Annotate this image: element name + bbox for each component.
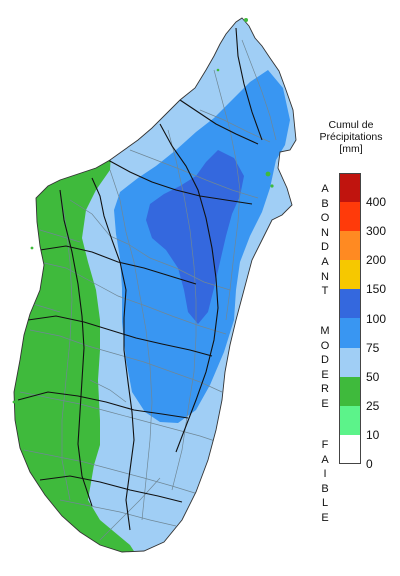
legend-tick-label: 25 (366, 398, 380, 413)
legend-swatch (339, 318, 361, 348)
island-outline (13, 17, 297, 553)
legend-swatch (339, 260, 361, 290)
legend-swatch (339, 434, 361, 464)
legend-tick-label: 50 (366, 369, 380, 384)
legend-title-line2: Précipitations (319, 131, 383, 143)
zone-modere-dark (146, 150, 244, 324)
district-borders (19, 39, 277, 541)
legend-tick-label: 75 (366, 340, 380, 355)
legend-swatch (339, 376, 361, 406)
legend-tick-label: 150 (366, 282, 387, 297)
legend-tick-label: 100 (366, 311, 387, 326)
rainfall-map (12, 17, 297, 553)
region-borders (17, 27, 263, 531)
legend-swatch (339, 405, 361, 435)
offshore-islands (12, 18, 274, 404)
legend-color-scale (339, 173, 361, 464)
legend-tick-label: 400 (366, 195, 387, 210)
legend-tick-label: 0 (366, 457, 373, 471)
legend-swatch (339, 173, 361, 203)
legend-unit: [mm] (339, 143, 363, 155)
legend-tick-label: 10 (366, 427, 380, 442)
legend-swatch (339, 347, 361, 377)
legend-swatch (339, 231, 361, 261)
legend-swatch (339, 289, 361, 319)
legend-tick-label: 200 (366, 253, 387, 268)
legend-title-line1: Cumul de (328, 119, 374, 131)
legend-tick-label: 300 (366, 224, 387, 239)
legend-swatch (339, 202, 361, 232)
